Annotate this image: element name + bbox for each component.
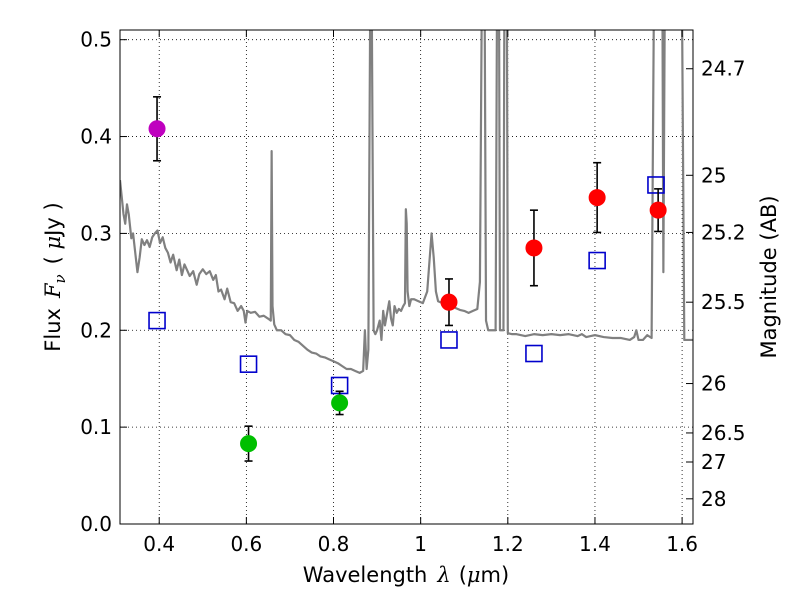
points-layer <box>148 96 667 462</box>
y-axis-label: FluxFν( μJy ) <box>41 202 69 351</box>
y2-tick-label: 25.5 <box>701 290 746 314</box>
y2-tick-label: 24.7 <box>701 57 746 81</box>
y2-tick-label: 27 <box>701 450 726 474</box>
y2-tick-label: 26 <box>701 372 726 396</box>
y-tick-label: 0.4 <box>80 125 112 149</box>
x-tick-label: 0.4 <box>143 532 175 556</box>
y-tick-label: 0.3 <box>80 221 112 245</box>
model-square-marker <box>525 344 543 363</box>
model-square-marker <box>148 311 166 330</box>
y2-tick-label: 25.2 <box>701 220 746 244</box>
x-tick-label: 1.2 <box>492 532 524 556</box>
spectrum-line <box>120 30 693 374</box>
x-axis-ticks: 0.4 0.6 0.8 1 1.2 1.4 1.6 <box>143 30 698 556</box>
model-square-marker <box>647 176 665 194</box>
data-point-marker <box>240 435 258 453</box>
plot-frame <box>119 29 694 525</box>
model-square-marker <box>440 331 458 349</box>
model-square-marker <box>588 251 606 270</box>
y-tick-label: 0.5 <box>80 28 112 52</box>
y2-tick-label: 25 <box>701 163 726 187</box>
x-tick-label: 1.6 <box>666 532 698 556</box>
y2-axis-ticks: 24.7 25 25.2 25.5 26 26.5 27 28 <box>686 57 746 511</box>
data-point-marker <box>525 239 543 257</box>
y-axis-ticks: 0.0 0.1 0.2 0.3 0.4 0.5 <box>80 28 127 536</box>
spectrum-layer <box>120 30 693 374</box>
x-axis-label: Wavelength λ (μm) <box>303 563 509 587</box>
data-point-marker <box>588 189 606 207</box>
data-point-marker <box>331 394 349 412</box>
x-tick-label: 1.4 <box>579 532 611 556</box>
y2-tick-label: 28 <box>701 487 726 511</box>
data-point-marker <box>440 293 458 311</box>
y-tick-label: 0.1 <box>80 415 112 439</box>
y2-axis-label: Magnitude (AB) <box>757 195 781 358</box>
model-square-marker <box>239 355 258 373</box>
x-tick-label: 0.6 <box>230 532 262 556</box>
x-tick-label: 1 <box>414 532 427 556</box>
x-tick-label: 0.8 <box>318 532 350 556</box>
y-tick-label: 0.0 <box>80 512 112 536</box>
data-point-marker <box>649 201 667 219</box>
data-point-marker <box>148 120 166 138</box>
y-tick-label: 0.2 <box>80 318 112 342</box>
y2-tick-label: 26.5 <box>701 421 746 445</box>
